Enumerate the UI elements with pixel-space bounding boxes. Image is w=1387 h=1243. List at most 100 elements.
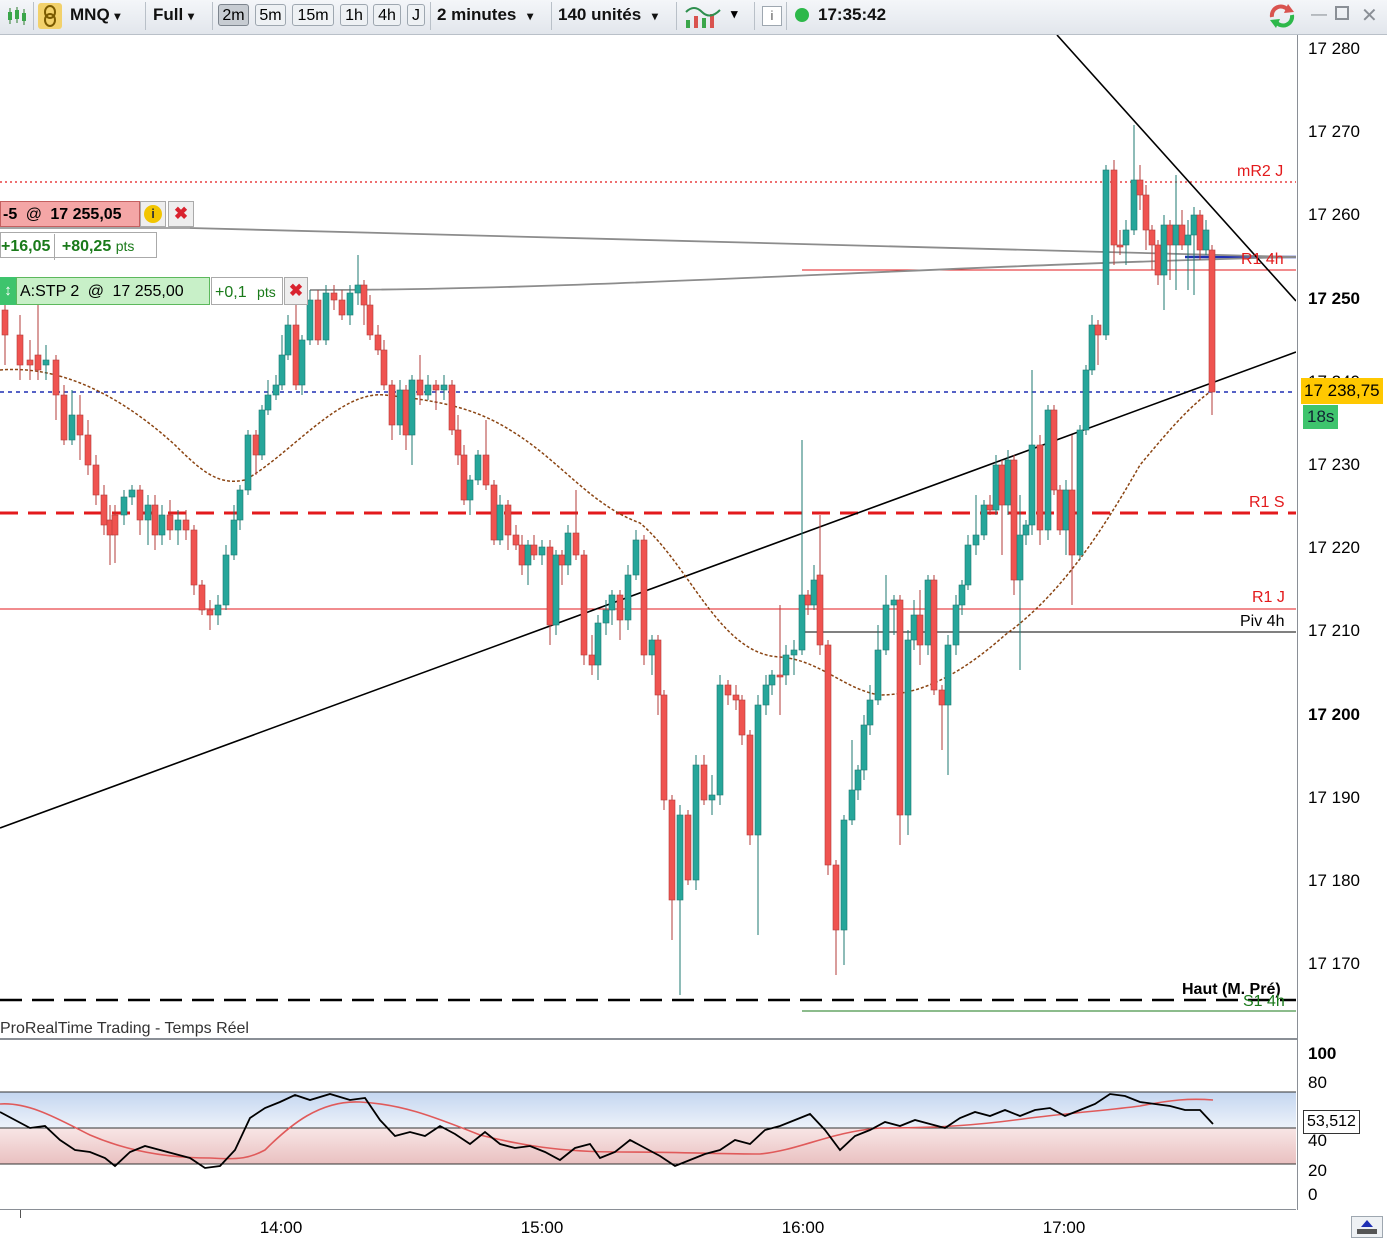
bearish-candle [1148,229,1156,246]
bearish-candle [732,694,740,701]
bearish-candle [654,639,662,696]
bearish-candle [366,304,374,336]
tab-15m[interactable]: 15m [292,4,334,26]
oscillator-signal-line [0,1098,1214,1160]
bearish-candle [1010,459,1018,581]
bullish-candle [524,544,532,566]
bearish-candle [530,544,538,556]
stop-pnl: +0,1 [215,284,247,301]
link-chain-icon[interactable] [38,3,62,29]
bearish-candle [151,504,159,536]
bearish-candle [360,284,368,306]
units-selector[interactable]: 140 unités ▾ [558,0,658,30]
level-label-s1-4h: S1 4h [1243,993,1285,1010]
bullish-candle [1076,429,1084,556]
pnl-value-2: +80,25 [61,238,112,255]
bearish-candle [206,609,214,616]
sync-refresh-icon[interactable] [1266,3,1298,29]
bearish-candle [700,764,708,801]
bearish-candle [111,514,119,536]
bearish-candle [92,464,100,496]
level-label-r1-4h: R1 4h [1241,251,1284,268]
toolbar: MNQ ▾ Full ▾ 2m 5m 15m 1h 4h J 2 minutes… [0,0,1387,35]
bullish-candle [716,684,724,796]
view-mode-selector[interactable]: Full ▾ [153,0,194,30]
stop-drag-handle[interactable]: ↕ [0,277,16,305]
price-tick-label: 17 220 [1308,538,1360,558]
oscillator-tick-label: 80 [1308,1073,1327,1092]
bullish-candle [890,599,898,606]
bullish-candle [284,324,292,356]
bullish-candle [904,639,912,816]
symbol-label: MNQ [70,5,110,24]
bearish-candle [1142,194,1150,231]
price-tick-label: 17 190 [1308,787,1360,807]
bearish-candle [34,354,42,371]
maximize-icon[interactable] [1335,6,1349,20]
scroll-to-latest-icon[interactable] [1351,1216,1383,1238]
bullish-candle [1062,489,1070,531]
bearish-candle [190,529,198,586]
tab-4h[interactable]: 4h [373,4,401,26]
bearish-candle [1050,409,1058,491]
current-price-tag: 17 238,75 [1301,378,1383,404]
info-icon[interactable]: i [762,6,782,26]
tab-1h[interactable]: 1h [340,4,368,26]
clock: 17:35:42 [818,5,887,24]
bullish-candle [1016,534,1024,581]
time-label-15-00: 15:00 [520,1218,564,1237]
bullish-candle [964,544,972,586]
position-at: @ [25,206,42,223]
order-info-icon[interactable]: i [140,201,166,227]
candlestick-icon[interactable] [6,6,28,26]
bearish-candle [448,384,456,431]
bullish-candle [346,292,354,316]
bullish-candle [874,649,882,701]
close-position-icon[interactable]: ✖ [168,201,194,227]
bearish-candle [252,434,260,456]
tab-daily[interactable]: J [407,4,425,26]
indicators-icon[interactable] [684,2,722,30]
bearish-candle [512,534,520,546]
bullish-candle [144,504,152,521]
bearish-candle [460,454,468,501]
bearish-candle [292,324,300,386]
bearish-candle [776,674,784,678]
level-label-r1-daily: R1 J [1252,589,1285,606]
tab-5m[interactable]: 5m [255,4,286,26]
bullish-candle [910,614,918,641]
position-curve [189,227,1296,258]
time-label-17-00: 17:00 [1042,1218,1086,1237]
bullish-candle [258,409,266,456]
bearish-candle [668,799,676,901]
stop-order-box[interactable]: A:STP 2 @ 17 255,00 [16,277,210,305]
price-chart[interactable]: mR2 J R1 4h R1 S R1 J Piv 4h Haut (M. Pr… [0,35,1296,1038]
bearish-candle [558,554,566,566]
oscillator-panel[interactable] [0,1040,1296,1208]
chevron-down-icon[interactable]: ▾ [731,6,738,21]
minimize-icon[interactable]: — [1311,6,1327,23]
bullish-candle [860,724,868,771]
bearish-candle [660,694,668,801]
time-axis[interactable]: 14:00 15:00 16:00 17:00 [0,1209,1296,1243]
bearish-candle [198,584,206,611]
bullish-candle [848,789,856,821]
cancel-stop-icon[interactable]: ✖ [284,277,308,305]
period-selector[interactable]: 2 minutes ▾ [437,0,533,30]
bearish-candle [804,594,812,606]
panel-divider[interactable] [0,1038,1387,1040]
close-icon[interactable]: ✕ [1361,5,1378,27]
tab-2m[interactable]: 2m [218,4,249,26]
status-dot-icon [795,8,809,22]
bearish-candle [724,684,732,696]
symbol-selector[interactable]: MNQ ▾ [70,0,120,30]
bearish-candle [26,359,34,366]
position-qty: -5 [3,206,18,223]
bearish-candle [1166,224,1174,246]
price-tick-label: 17 200 [1308,704,1360,724]
position-order-box[interactable]: -5 @ 17 255,05 [0,201,140,227]
bullish-candle [608,594,616,611]
bullish-candle [120,496,128,516]
bullish-candle [980,504,988,536]
